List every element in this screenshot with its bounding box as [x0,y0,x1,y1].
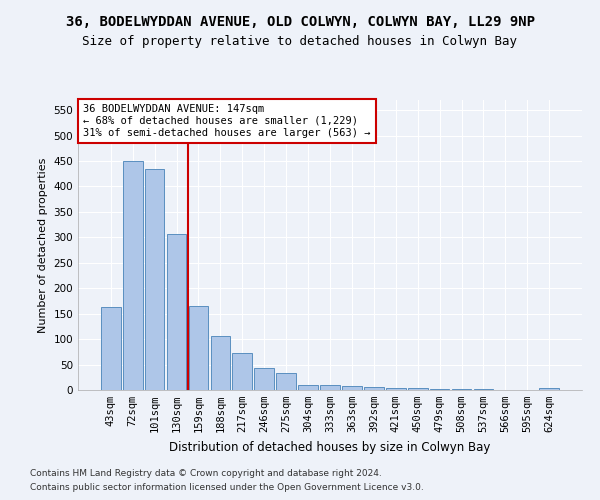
Bar [320,385,340,390]
Bar [232,353,252,390]
Bar [342,386,362,390]
Bar [101,307,121,390]
Bar [123,161,143,390]
Text: Contains HM Land Registry data © Crown copyright and database right 2024.: Contains HM Land Registry data © Crown c… [30,468,382,477]
Bar [254,368,274,390]
Text: Contains public sector information licensed under the Open Government Licence v3: Contains public sector information licen… [30,484,424,492]
Bar [211,336,230,390]
Text: 36, BODELWYDDAN AVENUE, OLD COLWYN, COLWYN BAY, LL29 9NP: 36, BODELWYDDAN AVENUE, OLD COLWYN, COLW… [65,15,535,29]
Bar [539,388,559,390]
Y-axis label: Number of detached properties: Number of detached properties [38,158,48,332]
Text: Size of property relative to detached houses in Colwyn Bay: Size of property relative to detached ho… [83,35,517,48]
Bar [298,385,318,390]
Bar [430,389,449,390]
Bar [167,234,187,390]
Bar [188,306,208,390]
Bar [276,373,296,390]
Text: 36 BODELWYDDAN AVENUE: 147sqm
← 68% of detached houses are smaller (1,229)
31% o: 36 BODELWYDDAN AVENUE: 147sqm ← 68% of d… [83,104,371,138]
Bar [364,388,384,390]
Bar [408,388,428,390]
X-axis label: Distribution of detached houses by size in Colwyn Bay: Distribution of detached houses by size … [169,440,491,454]
Bar [145,168,164,390]
Bar [386,388,406,390]
